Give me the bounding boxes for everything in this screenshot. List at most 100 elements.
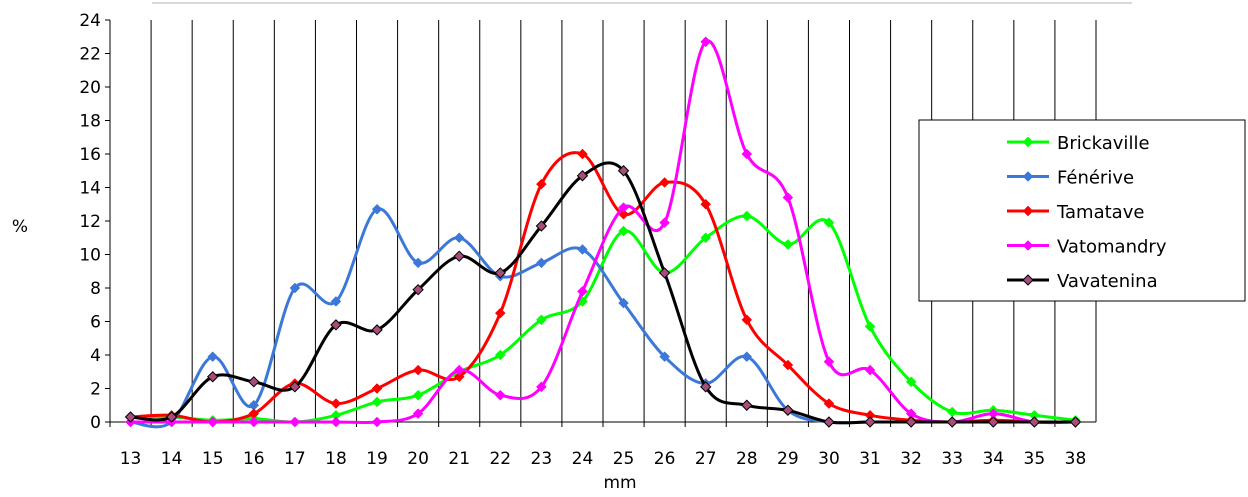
legend-label: Vatomandry — [1057, 237, 1167, 258]
data-point — [207, 416, 219, 428]
data-point — [741, 351, 753, 363]
data-point — [659, 217, 670, 229]
x-tick-labels: 13 14 15 16 17 18 19 20 21 22 23 24 25 26 27 28 29 30 31 32… — [109, 422, 1086, 469]
x-tick-label: 26 — [654, 449, 676, 469]
legend-swatch-marker — [1022, 240, 1034, 251]
data-point — [494, 307, 506, 319]
legend-item: Tamatave — [1007, 202, 1144, 223]
x-tick-label: 32 — [900, 449, 922, 469]
data-point — [741, 314, 753, 326]
data-point — [700, 381, 712, 393]
data-point — [823, 398, 835, 409]
data-point — [700, 36, 712, 48]
data-point — [782, 239, 794, 250]
x-tick-label: 15 — [202, 449, 224, 469]
data-point — [658, 267, 671, 279]
data-point — [782, 404, 794, 416]
x-tick-label: 20 — [407, 449, 429, 469]
data-point — [741, 148, 753, 160]
legend-swatch-marker — [1022, 274, 1034, 286]
data-point — [494, 267, 506, 279]
data-point — [330, 398, 342, 409]
data-point — [453, 371, 465, 383]
y-tick-label: 12 — [79, 212, 101, 232]
data-point — [248, 416, 260, 428]
data-point — [330, 416, 342, 428]
legend-swatch-marker — [1022, 136, 1034, 148]
series-vatomandry — [125, 36, 1081, 428]
data-point — [905, 416, 917, 428]
x-tick-label: 13 — [120, 449, 142, 469]
data-point — [536, 314, 547, 326]
y-tick-label: 0 — [90, 413, 101, 433]
legend-item: Brickaville — [1007, 133, 1150, 154]
data-point — [535, 220, 548, 232]
data-point — [618, 202, 629, 213]
y-axis-label: % — [12, 217, 28, 237]
data-point — [864, 321, 876, 332]
x-tick-label: 19 — [366, 449, 388, 469]
legend-item: Vavatenina — [1007, 271, 1158, 292]
data-point — [987, 416, 999, 428]
data-point — [371, 396, 383, 408]
data-point — [453, 364, 465, 376]
x-tick-label: 25 — [613, 449, 635, 469]
data-point — [741, 399, 753, 411]
x-tick-label: 35 — [1024, 449, 1046, 469]
data-point — [371, 324, 383, 336]
data-point — [617, 165, 630, 177]
data-point — [494, 349, 506, 361]
x-tick-label: 24 — [572, 449, 594, 469]
x-tick-label: 21 — [448, 449, 470, 469]
data-point — [618, 225, 629, 237]
data-point — [659, 351, 670, 363]
legend-label: Tamatave — [1056, 202, 1144, 223]
data-point — [823, 416, 835, 428]
data-point — [782, 359, 794, 371]
x-tick-label: 22 — [489, 449, 511, 469]
data-point — [289, 381, 301, 393]
data-point — [248, 376, 260, 388]
x-tick-label: 16 — [243, 449, 265, 469]
x-tick-label: 33 — [941, 449, 963, 469]
data-point — [659, 177, 670, 188]
y-tick-label: 14 — [79, 179, 101, 199]
data-point — [782, 192, 794, 203]
data-point — [371, 416, 383, 428]
series-line — [130, 39, 1076, 425]
x-tick-label: 34 — [982, 449, 1004, 469]
data-point — [124, 411, 137, 423]
data-point — [453, 232, 465, 244]
x-tick-label: 30 — [818, 449, 840, 469]
data-point — [905, 376, 917, 388]
x-tick-label: 27 — [695, 449, 717, 469]
data-point — [412, 257, 424, 269]
legend-box — [918, 119, 1246, 302]
data-point — [330, 319, 342, 331]
data-point — [289, 416, 301, 428]
y-tick-label: 8 — [90, 279, 101, 299]
data-point — [823, 217, 835, 229]
legend-swatch-marker — [1022, 171, 1034, 182]
legend-swatch-marker — [1022, 205, 1034, 217]
x-tick-label: 23 — [531, 449, 553, 469]
x-tick-label: 31 — [859, 449, 881, 469]
y-tick-label: 6 — [90, 313, 101, 333]
data-point — [536, 381, 547, 393]
legend-label: Fénérive — [1057, 168, 1134, 189]
data-point — [741, 210, 753, 222]
data-point — [1069, 416, 1082, 428]
x-tick-label: 28 — [736, 449, 758, 469]
data-point — [576, 170, 589, 182]
data-point — [823, 356, 835, 368]
data-point — [946, 416, 958, 428]
y-tick-label: 16 — [79, 145, 101, 165]
data-point — [371, 203, 383, 215]
legend-item: Vatomandry — [1007, 237, 1167, 258]
data-point — [700, 198, 712, 210]
data-point — [207, 371, 219, 383]
data-point — [536, 178, 547, 190]
legend-label: Vavatenina — [1057, 271, 1158, 292]
y-tick-label: 24 — [79, 11, 101, 31]
